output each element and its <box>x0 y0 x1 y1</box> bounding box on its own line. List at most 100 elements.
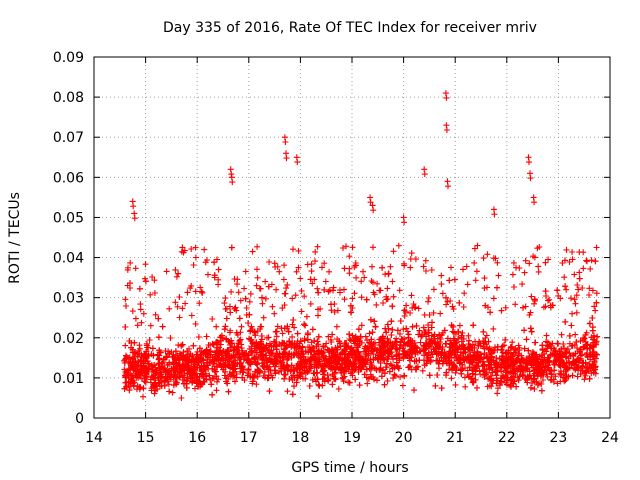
data-point <box>280 362 287 369</box>
data-point <box>295 264 302 271</box>
data-point <box>361 274 368 281</box>
data-point <box>349 354 356 361</box>
data-point <box>400 326 407 333</box>
data-point <box>175 270 182 277</box>
data-point <box>213 387 220 394</box>
data-point <box>412 351 419 358</box>
data-point <box>439 360 446 367</box>
data-point <box>563 359 570 366</box>
data-point <box>498 361 505 368</box>
data-point <box>316 358 323 365</box>
data-point <box>443 301 450 308</box>
data-point <box>177 368 184 375</box>
data-point <box>361 348 367 355</box>
data-point <box>415 305 422 312</box>
data-point <box>191 368 198 375</box>
data-point <box>592 364 599 371</box>
data-point <box>198 353 205 360</box>
data-point <box>427 358 434 365</box>
data-point <box>519 358 526 365</box>
data-point <box>284 388 291 395</box>
data-point <box>465 332 472 339</box>
data-point <box>265 357 271 364</box>
data-point <box>450 323 457 330</box>
data-point <box>304 261 311 268</box>
data-point <box>382 364 389 371</box>
data-point <box>377 365 384 372</box>
data-point <box>569 310 576 317</box>
data-point <box>314 369 321 376</box>
data-point <box>316 382 323 389</box>
data-point <box>297 369 304 376</box>
data-point <box>493 359 500 366</box>
data-point <box>267 367 274 374</box>
data-point <box>265 334 272 341</box>
data-point <box>384 340 391 347</box>
data-point <box>364 380 371 387</box>
data-point <box>537 366 544 373</box>
data-point <box>308 339 315 346</box>
data-point <box>485 304 491 311</box>
data-point <box>210 361 216 367</box>
data-point <box>481 275 488 282</box>
data-point <box>564 346 571 353</box>
data-point <box>320 343 327 350</box>
data-point <box>539 346 546 353</box>
x-tick-label: 20 <box>395 430 413 446</box>
data-point <box>411 345 418 351</box>
data-point <box>179 305 186 312</box>
data-point <box>531 199 538 206</box>
data-point <box>301 293 308 300</box>
data-point <box>386 368 393 375</box>
data-point <box>476 338 483 345</box>
data-point <box>246 298 253 305</box>
data-point <box>519 281 526 288</box>
data-point <box>527 175 534 182</box>
data-point <box>507 368 514 375</box>
data-point <box>517 362 523 369</box>
data-point <box>547 304 554 311</box>
data-point <box>490 295 497 302</box>
data-point <box>248 336 255 343</box>
data-point <box>555 292 562 299</box>
data-point <box>593 290 600 297</box>
data-point <box>294 374 301 381</box>
data-point <box>488 376 495 383</box>
data-point <box>422 257 429 264</box>
data-point <box>387 361 394 368</box>
data-point <box>443 369 450 376</box>
data-point <box>428 349 435 355</box>
data-point <box>156 364 163 371</box>
data-point <box>319 350 326 357</box>
data-point <box>142 278 149 285</box>
data-point <box>133 367 139 374</box>
data-point <box>459 361 466 368</box>
data-point <box>314 285 321 292</box>
data-point <box>290 317 297 323</box>
data-point <box>501 364 508 371</box>
data-point <box>304 331 311 338</box>
data-point <box>254 342 261 349</box>
data-point <box>543 338 550 345</box>
data-point <box>307 300 314 307</box>
data-point <box>192 320 199 327</box>
data-point <box>222 306 229 312</box>
data-point <box>151 277 158 284</box>
data-point <box>413 364 420 371</box>
data-point <box>138 351 145 358</box>
data-point <box>251 328 258 335</box>
data-point <box>281 302 288 308</box>
data-point <box>200 375 207 382</box>
data-point <box>193 380 200 387</box>
data-point <box>209 391 216 398</box>
y-tick-label: 0.07 <box>53 130 84 146</box>
data-point <box>457 366 464 373</box>
data-point <box>253 343 260 350</box>
data-point <box>320 371 327 378</box>
data-point <box>142 275 148 282</box>
data-point <box>397 374 404 380</box>
data-point <box>315 381 322 388</box>
data-point <box>145 352 152 359</box>
data-point <box>560 341 567 347</box>
data-point <box>355 369 362 375</box>
